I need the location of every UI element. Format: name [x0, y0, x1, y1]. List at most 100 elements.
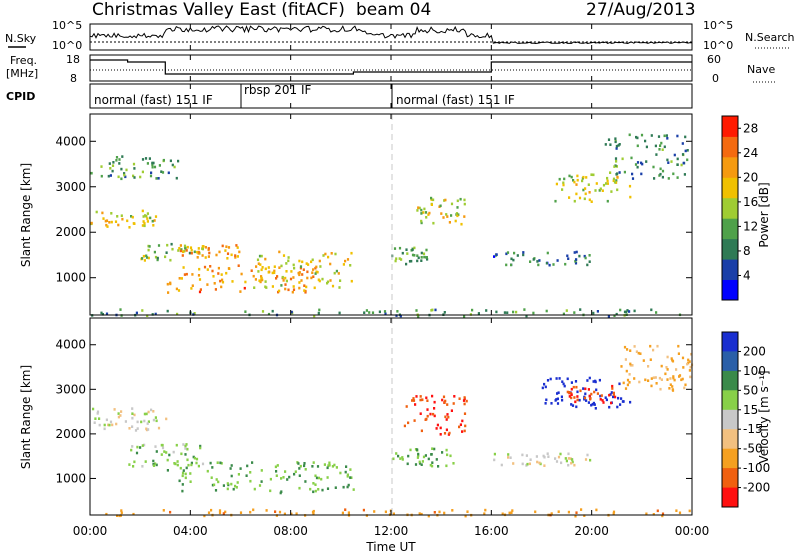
data-cell — [574, 380, 578, 383]
data-cell — [210, 476, 213, 479]
data-cell — [213, 282, 216, 285]
data-cell — [269, 489, 272, 493]
data-cell — [649, 358, 652, 361]
data-cell — [222, 484, 225, 487]
data-cell — [152, 463, 155, 466]
freq-left-tick-bottom: 8 — [70, 72, 77, 85]
data-cell — [633, 309, 636, 313]
data-cell — [166, 458, 169, 462]
data-cell — [576, 178, 579, 182]
data-cell — [554, 399, 557, 402]
data-cell — [116, 215, 119, 218]
cpid-mode-1: normal (fast) 151 IF — [94, 93, 213, 107]
data-cell — [576, 174, 579, 178]
data-cell — [207, 511, 211, 514]
data-cell — [543, 382, 546, 386]
data-cell — [629, 364, 632, 367]
data-cell — [684, 383, 687, 387]
data-cell — [285, 279, 288, 283]
data-cell — [532, 258, 535, 261]
data-cell — [220, 273, 223, 276]
data-cell — [190, 251, 193, 255]
data-cell — [190, 463, 193, 467]
cpid-mode-3: normal (fast) 151 IF — [396, 93, 515, 107]
data-cell — [615, 160, 618, 163]
data-cell — [312, 268, 315, 271]
data-cell — [199, 288, 202, 291]
data-cell — [291, 290, 294, 294]
data-cell — [152, 224, 155, 227]
data-cell — [599, 187, 602, 191]
data-cell — [153, 219, 156, 222]
data-cell — [620, 397, 623, 400]
data-cell — [542, 454, 545, 458]
data-cell — [253, 286, 256, 289]
data-cell — [350, 251, 353, 255]
data-cell — [292, 263, 295, 267]
data-cell — [433, 407, 436, 410]
data-cell — [229, 467, 232, 470]
data-cell — [299, 464, 302, 468]
data-cell — [131, 445, 134, 448]
data-cell — [634, 163, 638, 166]
data-cell — [169, 159, 172, 163]
colorbar-tick-label: 100 — [743, 364, 766, 378]
data-cell — [419, 398, 422, 402]
data-cell — [422, 252, 426, 256]
data-cell — [100, 165, 103, 168]
data-cell — [635, 350, 638, 353]
data-cell — [523, 308, 526, 311]
data-cell — [147, 256, 150, 260]
data-cell — [543, 464, 546, 467]
data-cell — [535, 455, 538, 458]
data-cell — [141, 444, 144, 447]
data-cell — [660, 378, 663, 381]
data-cell — [529, 458, 532, 461]
data-cell — [152, 464, 156, 467]
data-cell — [560, 395, 563, 399]
data-cell — [461, 419, 464, 423]
data-cell — [573, 396, 576, 399]
data-cell — [425, 248, 428, 252]
data-cell — [344, 259, 347, 263]
data-cell — [230, 482, 233, 486]
data-cell — [544, 385, 547, 389]
data-cell — [639, 352, 642, 355]
data-cell — [133, 413, 136, 417]
data-cell — [456, 206, 459, 209]
data-cell — [567, 452, 570, 456]
data-cell — [628, 184, 632, 188]
data-cell — [589, 397, 592, 400]
data-cell — [326, 466, 329, 470]
data-cell — [171, 163, 174, 167]
data-cell — [400, 258, 403, 261]
data-cell — [118, 514, 121, 518]
data-cell — [186, 245, 189, 249]
data-cell — [592, 401, 595, 405]
data-cell — [146, 422, 149, 425]
data-cell — [283, 512, 286, 516]
data-cell — [141, 465, 144, 468]
data-cell — [411, 253, 415, 257]
data-cell — [326, 281, 329, 285]
data-cell — [335, 466, 338, 469]
data-cell — [193, 250, 196, 254]
data-cell — [105, 223, 108, 227]
data-cell — [416, 448, 419, 451]
data-cell — [188, 251, 191, 255]
data-cell — [602, 401, 605, 404]
data-cell — [587, 388, 590, 391]
data-cell — [414, 463, 418, 466]
data-cell — [143, 222, 146, 225]
data-cell — [437, 465, 440, 468]
data-cell — [328, 461, 331, 465]
data-cell — [607, 138, 611, 141]
data-cell — [446, 215, 449, 218]
colorbar-tick-label: 4 — [743, 268, 751, 282]
data-cell — [217, 272, 220, 275]
data-cell — [580, 508, 583, 511]
data-cell — [293, 472, 296, 476]
data-cell — [151, 313, 154, 316]
data-cell — [621, 400, 624, 403]
data-cell — [260, 469, 263, 472]
